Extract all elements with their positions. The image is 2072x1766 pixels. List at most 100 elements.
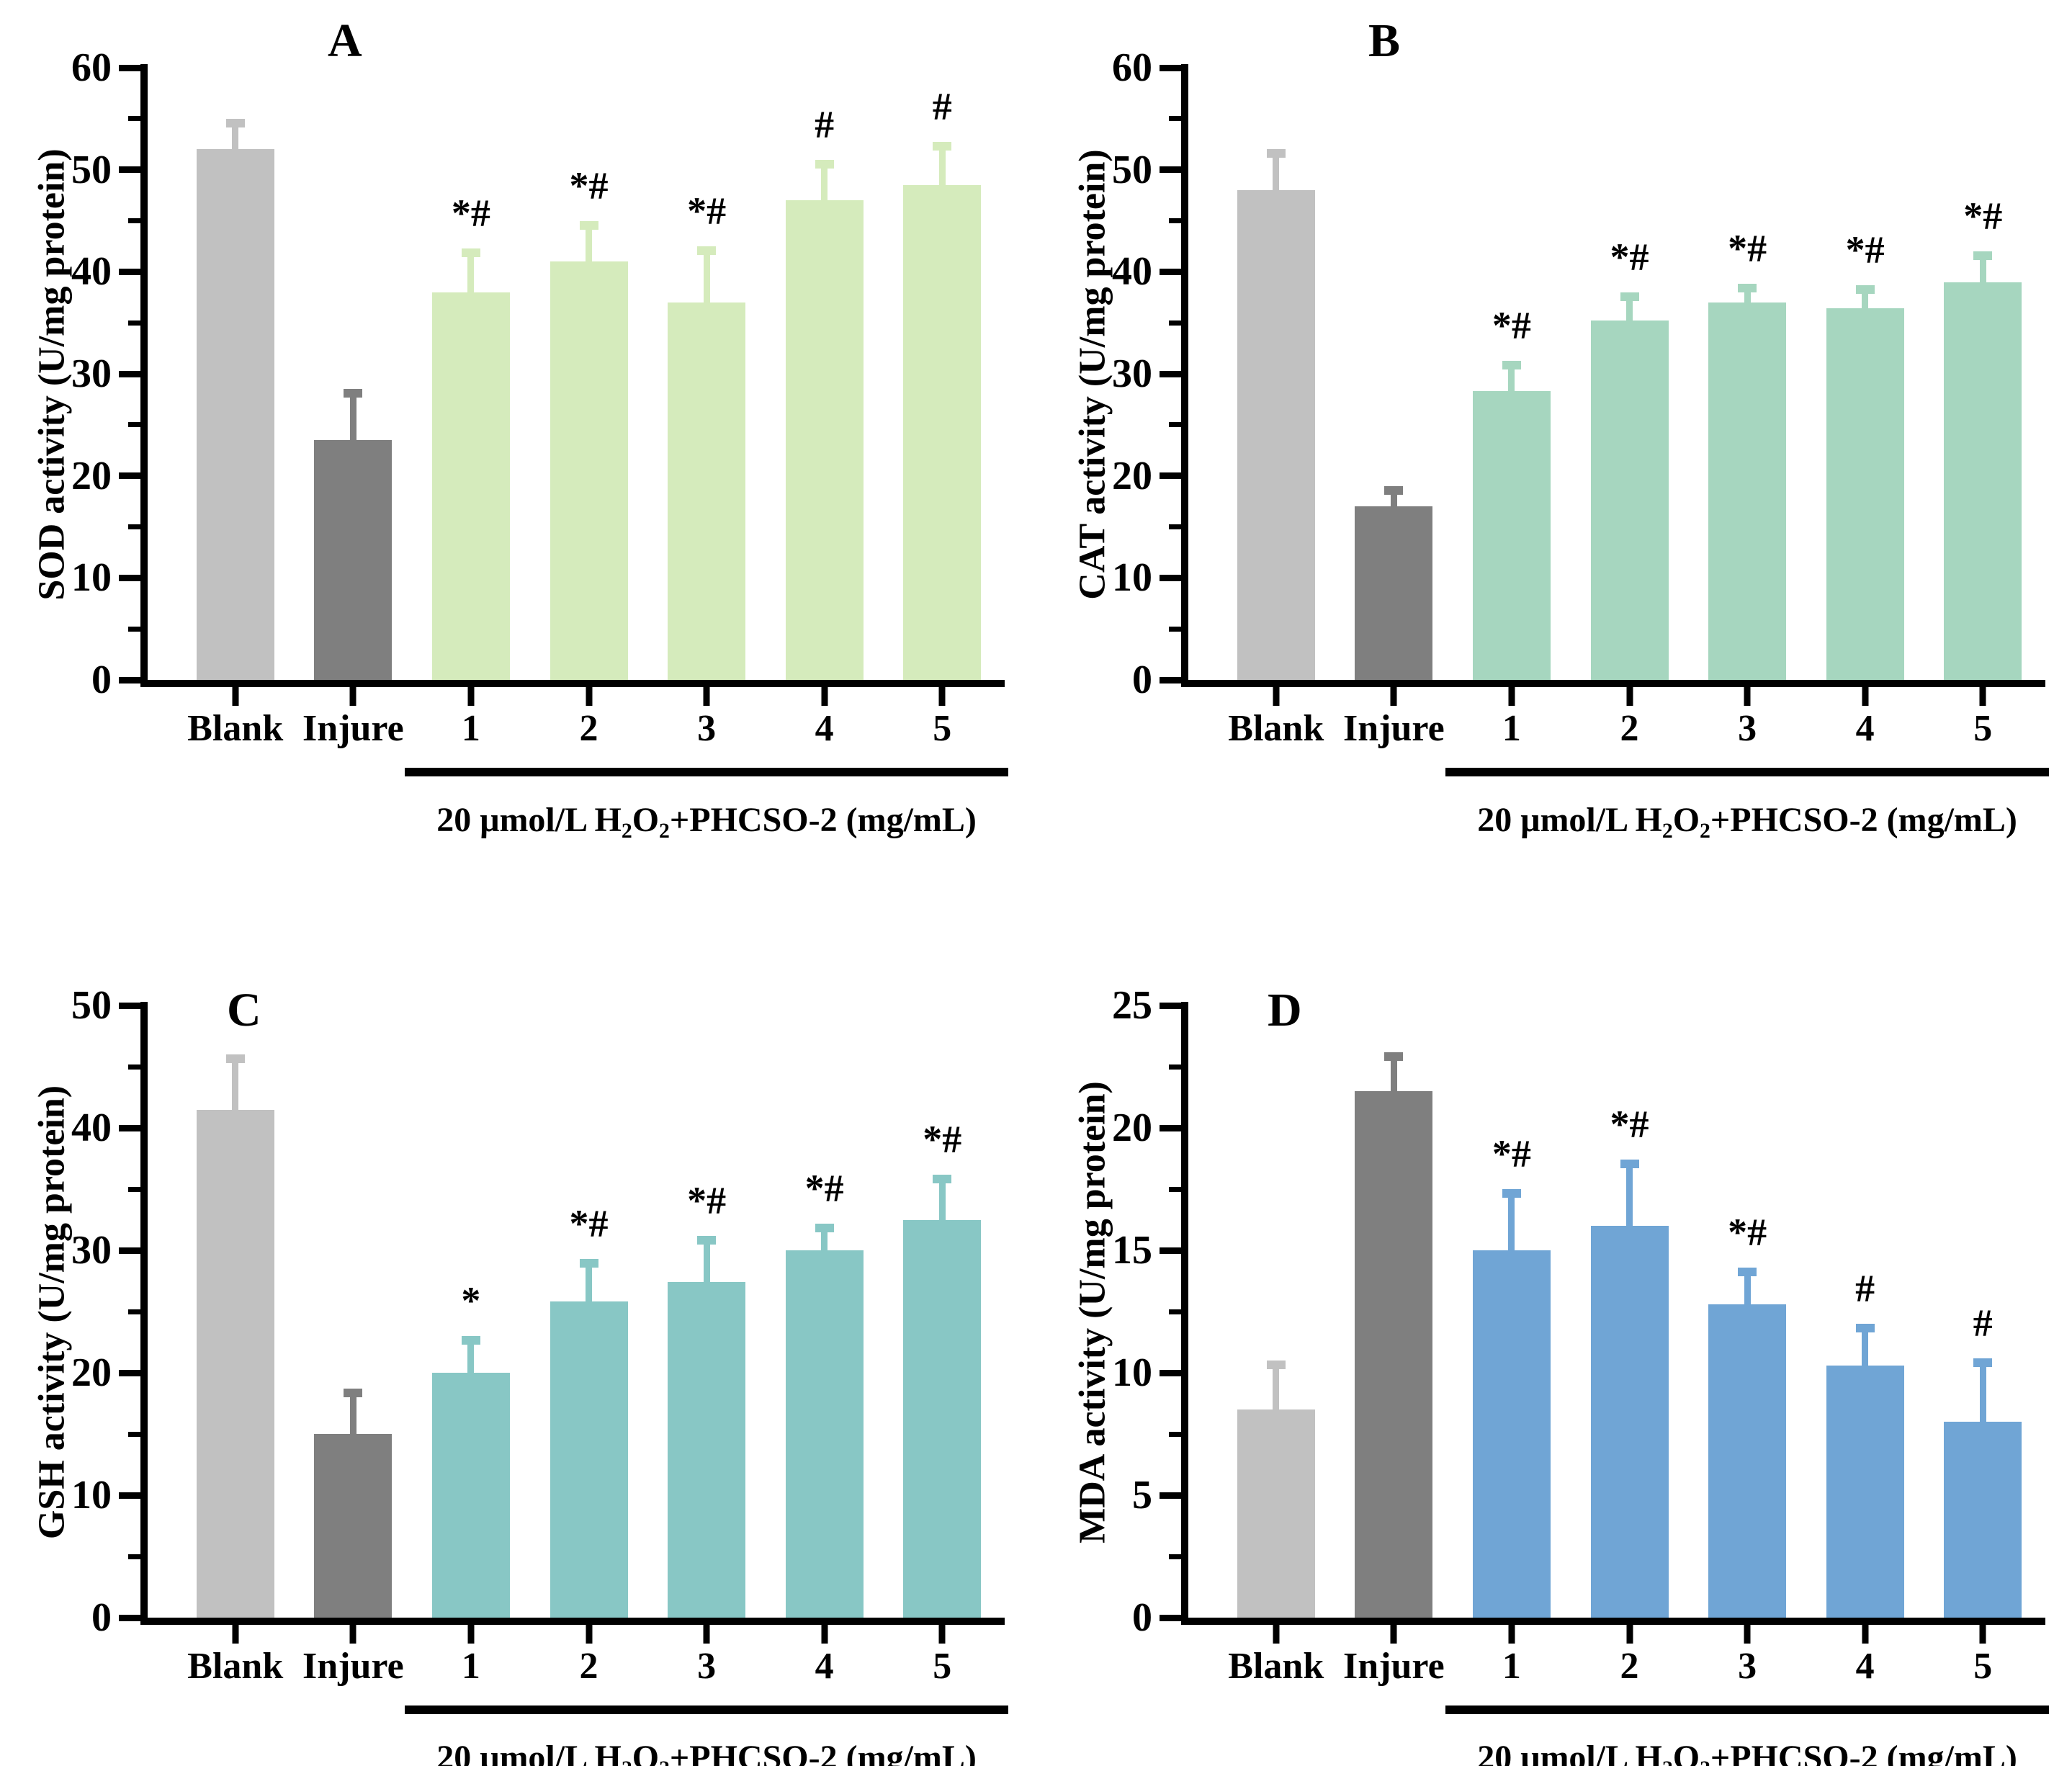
bar bbox=[314, 440, 393, 680]
y-axis-line bbox=[1181, 64, 1188, 683]
y-minor-tick bbox=[1169, 422, 1181, 428]
group-label-text: +PHCSO-2 (mg/mL) bbox=[669, 801, 977, 839]
error-bar-cap bbox=[1384, 1052, 1404, 1061]
x-tick-label: 2 bbox=[1620, 708, 1639, 749]
error-bar-stem bbox=[1979, 251, 1986, 282]
panel-gsh: C GSH activity (U/mg protein) 0 10 20 30 40 50 *… bbox=[0, 943, 1031, 1766]
bar bbox=[1826, 308, 1904, 680]
group-label-subscript: 2 bbox=[622, 1757, 632, 1766]
bar bbox=[550, 1301, 628, 1618]
y-tick-label: 60 bbox=[71, 45, 112, 90]
error-bar-stem bbox=[1390, 1052, 1397, 1091]
y-minor-tick bbox=[128, 320, 140, 326]
panel-letter: A bbox=[328, 14, 363, 67]
y-minor-tick bbox=[128, 524, 140, 529]
group-underline bbox=[404, 768, 1009, 776]
error-bar-cap bbox=[933, 142, 952, 151]
error-bar-stem bbox=[1862, 284, 1869, 309]
error-bar-cap bbox=[1502, 360, 1521, 369]
x-tick-label: 5 bbox=[1973, 1646, 1993, 1687]
y-tick-label: 15 bbox=[1112, 1228, 1152, 1273]
x-category-tick bbox=[232, 687, 239, 706]
group-label-text: 20 μmol/L H bbox=[436, 1739, 622, 1766]
x-tick-label: 3 bbox=[1738, 1646, 1757, 1687]
error-bar-stem bbox=[349, 1389, 356, 1434]
significance-annotation: *# bbox=[1845, 228, 1885, 272]
y-major-tick bbox=[1160, 1492, 1181, 1499]
x-tick-label: 1 bbox=[461, 708, 480, 749]
group-label-text: +PHCSO-2 (mg/mL) bbox=[1710, 1739, 2017, 1766]
bar bbox=[196, 1109, 274, 1618]
y-major-tick bbox=[119, 472, 140, 480]
group-label-text: O bbox=[1672, 1739, 1700, 1766]
y-tick-label: 5 bbox=[1132, 1473, 1152, 1518]
y-major-tick bbox=[1160, 1369, 1181, 1376]
significance-annotation: # bbox=[1855, 1267, 1875, 1310]
y-tick-label: 20 bbox=[1112, 453, 1152, 498]
y-axis-line bbox=[140, 1002, 148, 1621]
x-tick-label: 2 bbox=[579, 1646, 598, 1687]
error-bar-cap bbox=[697, 246, 717, 255]
panel-cat: B CAT activity (U/mg protein) 0 10 20 30 40 50 6… bbox=[1041, 6, 2072, 841]
y-minor-tick bbox=[1169, 1186, 1181, 1192]
bar bbox=[196, 149, 274, 680]
significance-annotation: * bbox=[461, 1279, 481, 1322]
plot-area: 0 10 20 30 40 50 60 *# *# *# *# *# Blank Injure 1 2 3 4 5 2… bbox=[1112, 48, 2050, 841]
bar bbox=[1472, 1250, 1551, 1618]
x-category-tick bbox=[821, 687, 828, 706]
error-bar-stem bbox=[1273, 149, 1280, 190]
error-bar-stem bbox=[349, 389, 356, 441]
y-axis-line bbox=[1181, 1002, 1188, 1621]
significance-annotation: *# bbox=[569, 1201, 609, 1245]
y-minor-tick bbox=[128, 422, 140, 428]
group-label-text: O bbox=[632, 801, 660, 839]
group-axis-label: 20 μmol/L H2O2+PHCSO-2 (mg/mL) bbox=[1477, 1737, 2017, 1766]
y-major-tick bbox=[119, 1247, 140, 1254]
y-tick-label: 40 bbox=[71, 249, 112, 295]
y-tick-label: 30 bbox=[71, 1228, 112, 1273]
bar bbox=[1826, 1365, 1904, 1618]
error-bar-cap bbox=[225, 118, 245, 127]
bar bbox=[1472, 391, 1551, 680]
bar bbox=[1237, 1409, 1315, 1618]
error-bar-stem bbox=[1979, 1358, 1986, 1422]
error-bar-stem bbox=[821, 1223, 828, 1250]
bar bbox=[668, 302, 746, 680]
y-minor-tick bbox=[128, 1064, 140, 1070]
y-minor-tick bbox=[1169, 1554, 1181, 1559]
error-bar-stem bbox=[1508, 1189, 1515, 1250]
y-major-tick bbox=[1160, 574, 1181, 581]
group-label-text: 20 μmol/L H bbox=[436, 801, 622, 839]
y-major-tick bbox=[1160, 472, 1181, 480]
significance-annotation: *# bbox=[804, 1166, 844, 1210]
y-tick-label: 50 bbox=[71, 147, 112, 192]
y-major-tick bbox=[1160, 370, 1181, 377]
y-minor-tick bbox=[128, 218, 140, 223]
bars-area: *# *# *# # # bbox=[176, 68, 1001, 680]
bars-area: *# *# *# *# *# bbox=[1217, 68, 2042, 680]
bar bbox=[1708, 1304, 1787, 1618]
error-bar-cap bbox=[933, 1174, 952, 1183]
bar bbox=[1355, 1091, 1433, 1618]
x-axis-line bbox=[1181, 1618, 2045, 1625]
x-category-tick bbox=[1273, 687, 1280, 706]
y-minor-tick bbox=[1169, 1064, 1181, 1070]
y-major-tick bbox=[1160, 64, 1181, 71]
y-major-tick bbox=[119, 1002, 140, 1009]
group-label-subscript: 2 bbox=[659, 818, 670, 843]
error-bar-cap bbox=[1738, 1267, 1757, 1276]
error-bar-stem bbox=[1626, 292, 1633, 321]
error-bar-cap bbox=[1738, 284, 1757, 293]
y-minor-tick bbox=[1169, 116, 1181, 122]
x-tick-label: 3 bbox=[1738, 708, 1757, 749]
x-category-tick bbox=[1273, 1625, 1280, 1644]
x-category-tick bbox=[703, 1625, 710, 1644]
x-tick-label: 4 bbox=[1855, 708, 1875, 749]
x-tick-label: 3 bbox=[697, 708, 717, 749]
x-tick-label: Injure bbox=[1343, 1646, 1445, 1687]
panel-letter: D bbox=[1268, 984, 1303, 1036]
y-tick-label: 0 bbox=[91, 658, 112, 702]
y-tick-label: 20 bbox=[71, 1350, 112, 1395]
y-minor-tick bbox=[1169, 524, 1181, 529]
bar bbox=[314, 1434, 393, 1618]
